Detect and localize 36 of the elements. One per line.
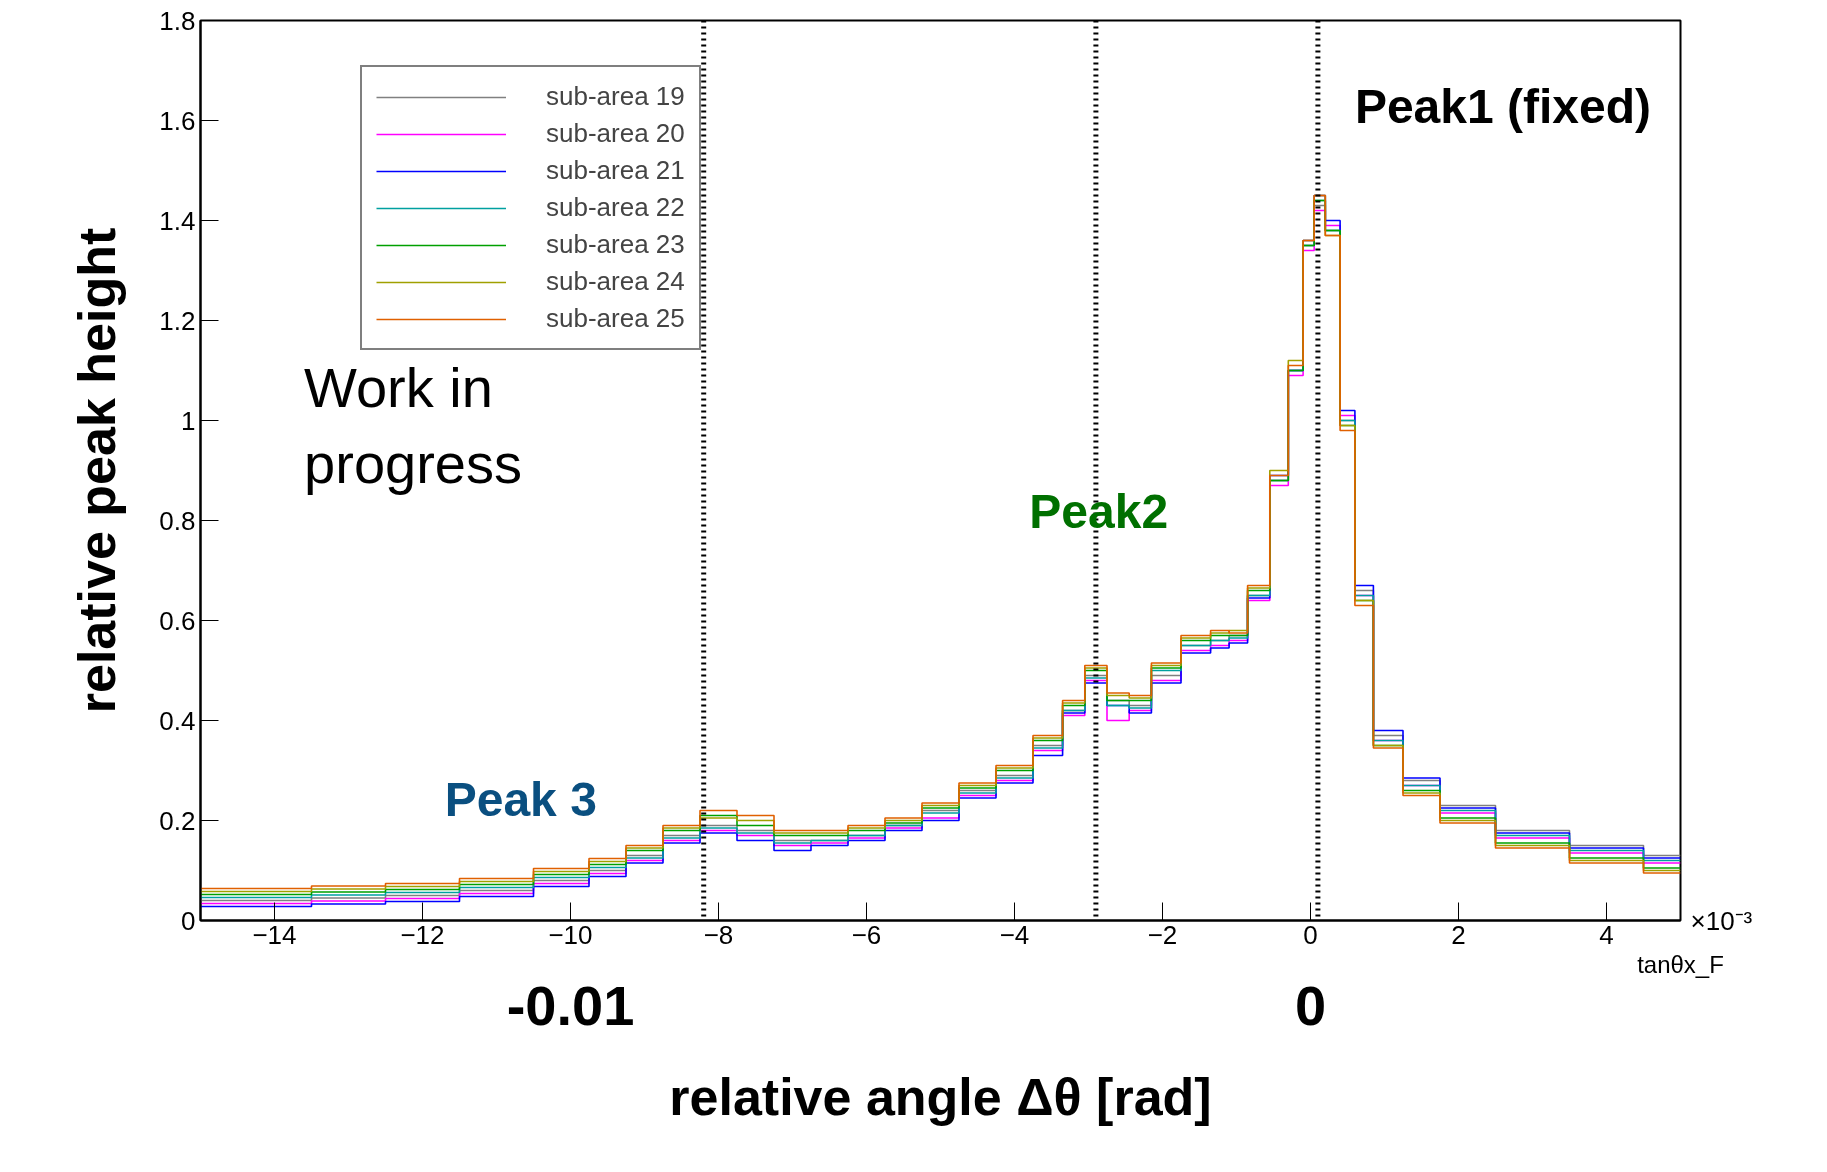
x-tick-label: −2	[1147, 919, 1178, 950]
x-tick-label: −14	[252, 919, 297, 950]
x-tick-label: −6	[851, 919, 882, 950]
y-tick-label: 1.8	[159, 5, 196, 36]
legend-label: sub-area 20	[546, 118, 685, 149]
x-tick-label: 4	[1599, 919, 1614, 950]
annotation: Peak2	[1029, 484, 1169, 538]
y-tick-label: 1.2	[159, 305, 196, 336]
y-tick-label: 0.6	[159, 605, 196, 636]
annotation: Peak1 (fixed)	[1354, 79, 1652, 133]
x-tick-label: −4	[999, 919, 1030, 950]
legend-label: sub-area 19	[546, 81, 685, 112]
x-tick-label: −10	[548, 919, 593, 950]
x-tick-label: 0	[1303, 919, 1318, 950]
y-tick-label: 1	[181, 405, 196, 436]
legend-label: sub-area 23	[546, 229, 685, 260]
legend-label: sub-area 24	[546, 266, 685, 297]
text: tanθx_F	[1637, 950, 1724, 978]
x-tick-label: −8	[703, 919, 734, 950]
text: ×10⁻³	[1690, 905, 1753, 936]
legend-label: sub-area 21	[546, 155, 685, 186]
annotation: Work in progress	[304, 356, 522, 495]
y-tick-label: 1.4	[159, 205, 196, 236]
legend-label: sub-area 22	[546, 192, 685, 223]
y-tick-label: 0.4	[159, 705, 196, 736]
x-axis-title: relative angle Δθ [rad]	[669, 1067, 1212, 1126]
annotation: 0	[1294, 973, 1327, 1037]
y-axis-title: relative peak height	[68, 227, 127, 714]
x-tick-label: −12	[400, 919, 445, 950]
y-tick-label: 0.8	[159, 505, 196, 536]
y-tick-label: 1.6	[159, 105, 196, 136]
annotation: Peak 3	[444, 772, 597, 826]
legend-label: sub-area 25	[546, 303, 685, 334]
y-tick-label: 0.2	[159, 805, 196, 836]
annotation: -0.01	[506, 973, 635, 1037]
x-tick-label: 2	[1451, 919, 1466, 950]
